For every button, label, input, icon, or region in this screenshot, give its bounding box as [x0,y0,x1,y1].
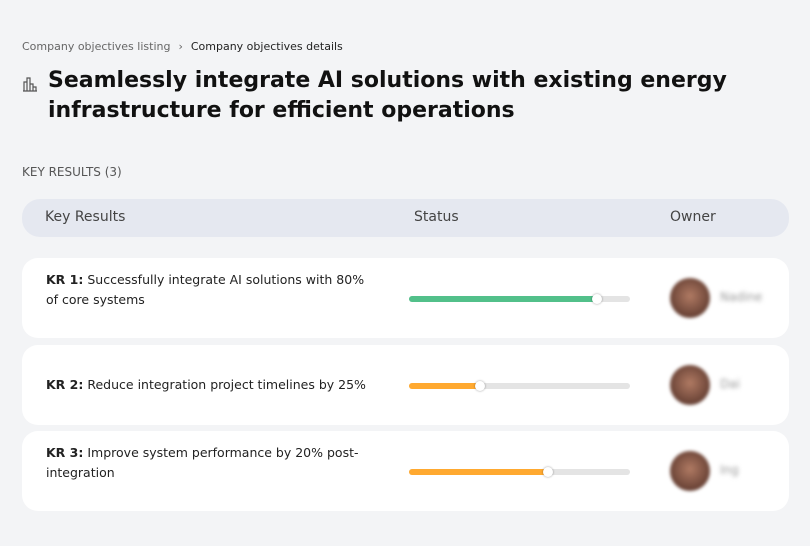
page-header: Seamlessly integrate AI solutions with e… [22,66,728,126]
key-result-description: Reduce integration project timelines by … [87,377,366,392]
owner-name: Dai [720,377,740,391]
column-key-results: Key Results [45,209,126,225]
section-label: KEY RESULTS (3) [22,165,122,179]
key-result-text: KR 2: Reduce integration project timelin… [46,375,366,395]
column-owner: Owner [670,209,716,225]
breadcrumb: Company objectives listing › Company obj… [22,40,343,53]
key-result-id: KR 2: [46,377,84,392]
progress-fill [409,294,602,304]
progress-knob [474,381,485,391]
progress-knob [591,294,602,304]
owner-avatar [670,365,710,405]
key-result-description: Improve system performance by 20% post-i… [46,445,359,480]
breadcrumb-current: Company objectives details [190,40,343,53]
owner-name: Ing [720,463,739,477]
table-row[interactable]: KR 3: Improve system performance by 20% … [22,431,789,511]
key-result-id: KR 3: [46,445,84,460]
progress-bar [409,467,630,477]
breadcrumb-listing-link[interactable]: Company objectives listing [22,40,171,53]
building-chart-icon [23,77,37,92]
progress-fill [409,381,485,391]
chevron-right-icon: › [178,40,183,53]
progress-knob [543,467,554,477]
page-title: Seamlessly integrate AI solutions with e… [48,68,727,123]
key-result-text: KR 1: Successfully integrate AI solution… [46,270,366,310]
owner-avatar [670,278,710,318]
key-result-text: KR 3: Improve system performance by 20% … [46,443,366,483]
key-result-description: Successfully integrate AI solutions with… [46,272,365,307]
progress-bar [409,294,630,304]
progress-bar [409,381,630,391]
owner-avatar [670,451,710,491]
key-result-id: KR 1: [46,272,84,287]
table-row[interactable]: KR 1: Successfully integrate AI solution… [22,258,789,338]
table-row[interactable]: KR 2: Reduce integration project timelin… [22,345,789,425]
column-status: Status [414,209,459,225]
owner-name: Nadine [720,290,763,304]
progress-fill [409,467,554,477]
table-header: Key Results Status Owner [22,199,789,237]
